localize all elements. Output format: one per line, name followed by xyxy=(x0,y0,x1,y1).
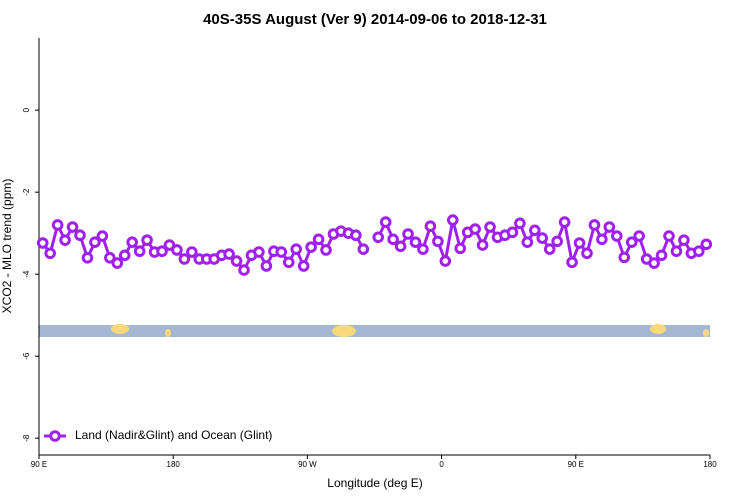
data-point xyxy=(81,251,94,264)
data-point xyxy=(700,238,713,251)
land-patch xyxy=(332,325,356,337)
data-point xyxy=(372,231,385,244)
chart-title: 40S-35S August (Ver 9) 2014-09-06 to 201… xyxy=(203,11,547,28)
data-point xyxy=(290,243,303,255)
data-point xyxy=(104,251,116,264)
data-point xyxy=(253,246,265,258)
y-tick-label: -6 xyxy=(22,352,31,360)
data-point xyxy=(59,234,71,246)
land-patch xyxy=(111,324,129,334)
data-point xyxy=(186,246,198,258)
data-point xyxy=(297,260,310,272)
data-point xyxy=(514,217,526,230)
y-tick-label: 0 xyxy=(22,107,31,112)
data-point xyxy=(260,260,273,272)
x-tick-label: 180 xyxy=(703,460,717,469)
data-point xyxy=(558,216,571,228)
data-point xyxy=(350,229,362,242)
data-point xyxy=(454,242,467,255)
data-point xyxy=(163,239,176,251)
x-tick-label: 90 E xyxy=(31,460,47,469)
data-point xyxy=(66,221,79,233)
data-point xyxy=(648,257,660,269)
data-point xyxy=(282,256,295,269)
data-point xyxy=(305,241,317,253)
data-point xyxy=(357,243,370,255)
data-point xyxy=(402,228,414,240)
x-tick-label: 180 xyxy=(167,460,181,469)
data-point xyxy=(670,245,683,258)
land-patch xyxy=(703,329,709,337)
data-point xyxy=(141,234,153,246)
data-point xyxy=(111,257,124,269)
data-point xyxy=(588,219,601,231)
data-point xyxy=(238,264,250,276)
data-point xyxy=(596,233,608,246)
data-point xyxy=(543,243,556,255)
data-point xyxy=(320,244,332,256)
data-point xyxy=(476,239,489,251)
data-point xyxy=(521,236,534,248)
data-point xyxy=(312,233,325,246)
x-tick-label: 0 xyxy=(439,460,444,469)
data-point xyxy=(409,236,422,248)
data-point xyxy=(275,246,288,258)
data-point xyxy=(171,244,183,256)
legend-label: Land (Nadir&Glint) and Ocean (Glint) xyxy=(75,428,272,442)
data-point xyxy=(506,226,519,239)
data-point xyxy=(51,219,64,231)
data-point xyxy=(44,247,56,260)
data-point xyxy=(394,240,407,253)
data-point xyxy=(446,214,459,226)
data-point xyxy=(126,236,138,248)
data-point xyxy=(417,243,429,255)
data-point xyxy=(618,251,631,264)
data-point xyxy=(89,236,101,248)
y-axis-label: XCO2 - MLO trend (ppm) xyxy=(0,179,14,314)
data-point xyxy=(223,248,235,260)
data-point xyxy=(528,224,541,237)
data-point xyxy=(581,247,593,260)
land-patch xyxy=(165,329,171,337)
data-point xyxy=(74,229,86,242)
y-tick-label: -2 xyxy=(22,188,31,196)
data-point xyxy=(432,235,444,248)
data-point xyxy=(424,220,437,233)
data-point xyxy=(633,230,645,242)
data-point xyxy=(133,245,146,258)
data-point xyxy=(678,234,690,246)
y-tick-label: -8 xyxy=(22,434,31,442)
data-point xyxy=(178,253,191,265)
data-point xyxy=(603,221,616,233)
x-tick-label: 90 E xyxy=(568,460,584,469)
data-point xyxy=(484,221,496,233)
data-point xyxy=(439,255,452,267)
data-point xyxy=(118,249,131,262)
data-point xyxy=(551,235,563,248)
data-point xyxy=(655,249,668,262)
data-point xyxy=(611,230,623,242)
y-tick-label: -4 xyxy=(22,270,31,278)
land-patch xyxy=(650,324,666,334)
data-point xyxy=(566,256,578,269)
data-point xyxy=(230,255,243,267)
data-point xyxy=(536,232,549,244)
data-point xyxy=(663,230,675,242)
data-point xyxy=(693,245,705,258)
data-point xyxy=(96,230,109,242)
x-axis-label: Longitude (deg E) xyxy=(327,476,422,490)
data-point xyxy=(573,237,586,249)
x-tick-label: 90 W xyxy=(298,460,317,469)
ocean-strip xyxy=(39,325,710,337)
data-point xyxy=(156,245,168,258)
data-point xyxy=(379,216,392,228)
data-point xyxy=(387,233,399,246)
legend-marker xyxy=(49,430,61,442)
data-point xyxy=(625,236,638,248)
data-point xyxy=(469,223,481,235)
data-point xyxy=(36,237,49,249)
